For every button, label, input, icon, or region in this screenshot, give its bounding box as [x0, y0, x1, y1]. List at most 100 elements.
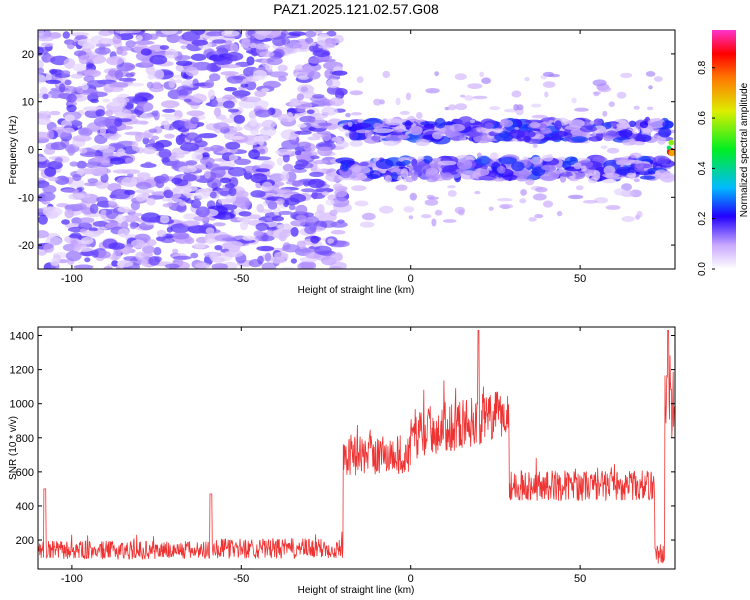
spectrogram-cell: [406, 176, 414, 183]
spectrogram-cell: [447, 185, 456, 189]
spectrogram-cell: [217, 198, 233, 204]
spectrogram-cell: [80, 237, 94, 245]
spectrogram-cell: [90, 145, 108, 151]
spectrogram-cell: [138, 132, 152, 139]
spectrogram-cell: [40, 42, 54, 47]
spectrogram-cell: [50, 258, 60, 267]
spectrogram-x-label: Height of straight line (km): [298, 285, 415, 296]
spectrogram-cell: [271, 216, 284, 222]
spectrogram-cell: [301, 188, 316, 193]
spectrogram-cell: [221, 118, 237, 123]
spectrogram-cell: [185, 132, 199, 141]
spectrogram-cell: [282, 48, 298, 55]
spectrogram-cell: [160, 30, 178, 35]
spectrogram-cell: [308, 116, 316, 123]
spectrogram-cell: [121, 215, 140, 223]
spectrogram-cell: [139, 112, 154, 120]
spectrogram-cell: [171, 120, 189, 129]
spectrogram-y-tick-label: -20: [18, 240, 34, 252]
spectrogram-cell: [105, 208, 119, 220]
spectrogram-cell: [409, 125, 423, 136]
spectrogram-cell: [329, 97, 345, 107]
spectrogram-cell: [312, 49, 331, 58]
spectrogram-cell: [295, 204, 308, 215]
snr-y-label: SNR (10 * v/v): [8, 416, 19, 480]
spectrogram-cell: [334, 252, 343, 261]
colorbar-tick-label: 0.2: [697, 211, 708, 225]
spectrogram-cell: [259, 51, 275, 58]
spectrogram-cell: [400, 168, 409, 179]
spectrogram-cell: [602, 110, 608, 117]
spectrogram-cell: [47, 89, 65, 99]
spectrogram-cell: [42, 184, 57, 194]
spectrogram-cell: [38, 191, 56, 202]
spectrogram-cell: [224, 249, 244, 258]
snr-x-tick-label: -50: [233, 573, 249, 585]
spectrogram-cell: [66, 104, 77, 113]
spectrogram-cell: [290, 227, 299, 237]
snr-x-label: Height of straight line (km): [298, 585, 415, 596]
spectrogram-cell: [64, 114, 76, 122]
spectrogram-cell: [63, 58, 76, 69]
spectrogram-cell: [645, 71, 656, 77]
spectrogram-cell: [72, 63, 87, 72]
spectrogram-cell: [321, 107, 338, 116]
spectrogram-cell: [297, 141, 312, 149]
spectrogram-cell: [336, 140, 349, 149]
spectrogram-cell: [269, 71, 289, 78]
spectrogram-cell: [137, 101, 154, 112]
spectrogram-cell: [662, 120, 674, 129]
spectrogram-cell: [214, 264, 224, 269]
spectrogram-cell: [195, 206, 210, 217]
spectrogram-cell: [424, 199, 439, 206]
spectrogram-cell: [100, 209, 108, 220]
spectrogram-cell: [123, 189, 136, 195]
spectrogram-cell: [214, 245, 223, 251]
spectrogram-cell: [531, 103, 542, 108]
spectrogram-cell: [593, 118, 603, 126]
spectrogram-cell: [317, 98, 333, 106]
spectrogram-cell: [534, 214, 544, 219]
spectrogram-cell: [570, 136, 589, 143]
spectrogram-cell: [144, 161, 152, 167]
spectrogram-cell: [614, 188, 627, 196]
spectrogram-cell: [415, 139, 430, 147]
spectrogram-cell: [105, 109, 114, 117]
spectrogram-cell: [61, 188, 80, 193]
spectrogram-cell: [83, 42, 90, 50]
spectrogram-cell: [571, 97, 577, 104]
spectrogram-cell: [207, 89, 215, 100]
spectrogram-cell: [126, 82, 145, 87]
spectrogram-cell: [89, 203, 99, 214]
spectrogram-y-ticks: -20 -10 0 10 20: [18, 49, 675, 252]
spectrogram-cell: [288, 31, 306, 37]
spectrogram-cell: [261, 88, 270, 93]
spectrogram-cell: [399, 110, 410, 115]
spectrogram-cell: [95, 43, 111, 48]
spectrogram-cell: [341, 161, 350, 172]
spectrogram-cell: [488, 206, 494, 211]
spectrogram-cell: [261, 262, 277, 269]
spectrogram-cell: [517, 130, 536, 139]
spectrogram-cell: [166, 198, 183, 203]
spectrogram-cell: [162, 203, 172, 208]
spectrogram-y-label: Frequency (Hz): [8, 116, 19, 185]
spectrogram-cell: [387, 167, 401, 173]
spectrogram-cell: [606, 130, 618, 137]
spectrogram-cell: [395, 97, 401, 106]
spectrogram-cell: [266, 56, 283, 66]
spectrogram-cell: [163, 120, 170, 131]
spectrogram-cell: [456, 168, 467, 174]
spectrogram-cell: [282, 244, 300, 253]
spectrogram-cell: [542, 71, 555, 77]
spectrogram-cell: [62, 31, 70, 39]
spectrogram-cell: [568, 194, 584, 200]
spectrogram-cell: [349, 130, 359, 141]
spectrogram-cell: [666, 145, 672, 150]
spectrogram-cell: [370, 135, 380, 141]
snr-x-ticks: -100 -50 0 50: [61, 327, 586, 585]
spectrogram-cell: [543, 136, 564, 141]
spectrogram-cell: [129, 212, 143, 217]
spectrogram-cell: [294, 150, 302, 156]
spectrogram-cell: [330, 229, 346, 235]
